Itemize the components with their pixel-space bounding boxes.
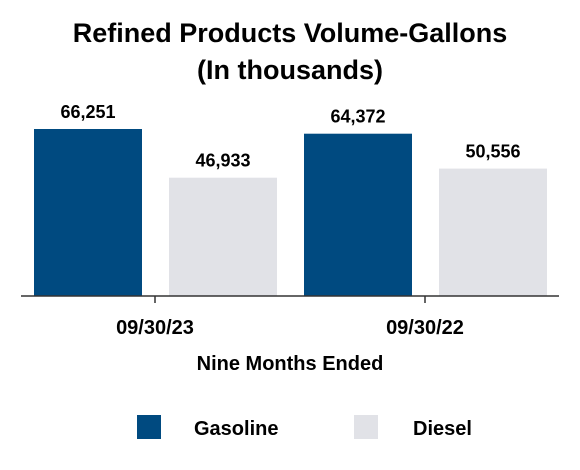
legend-label-gasoline: Gasoline: [194, 418, 278, 440]
legend-swatch-gasoline: [137, 415, 161, 439]
plot-area: 66,251 64,372 46,933 50,556 09/30/23 09/30/22: [21, 102, 559, 339]
data-label-diesel-0: 46,933: [195, 151, 250, 171]
bar-diesel-0: [169, 177, 277, 296]
x-axis-label: Nine Months Ended: [197, 353, 384, 375]
data-label-gasoline-1: 64,372: [330, 107, 385, 127]
legend: Gasoline Diesel: [137, 415, 472, 440]
chart-title-line-2: (In thousands): [197, 55, 383, 85]
data-label-gasoline-0: 66,251: [60, 102, 115, 122]
chart-title-line-1: Refined Products Volume-Gallons: [73, 18, 508, 48]
x-tick-label-1: 09/30/22: [386, 317, 464, 339]
data-label-diesel-1: 50,556: [465, 142, 520, 162]
x-tick-label-0: 09/30/23: [116, 317, 194, 339]
bar-diesel-1: [439, 168, 547, 296]
bar-gasoline-0: [34, 129, 142, 296]
legend-swatch-diesel: [354, 415, 378, 439]
bar-gasoline-1: [304, 133, 412, 296]
legend-label-diesel: Diesel: [413, 418, 472, 440]
